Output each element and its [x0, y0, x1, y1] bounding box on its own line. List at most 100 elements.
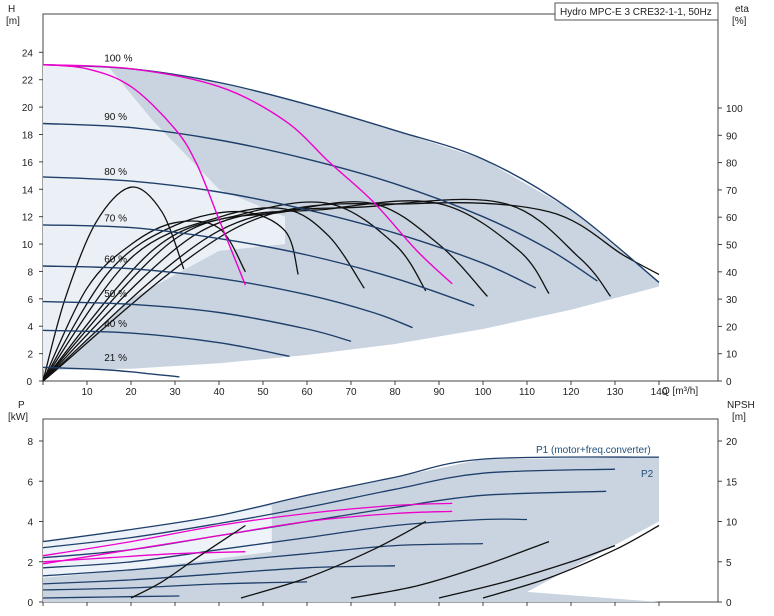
y-tick-label: 4: [27, 322, 33, 333]
p-tick-label: 8: [27, 437, 33, 448]
y-tick-label: 18: [22, 130, 34, 141]
system-power-curve: [42, 502, 453, 557]
p-tick-label: 0: [27, 598, 33, 609]
speed-label: 90 %: [104, 112, 127, 123]
npsh-tick-label: 0: [726, 598, 732, 609]
power-area-light: [43, 505, 272, 578]
y-axis-label-right: eta: [735, 4, 749, 15]
eta-tick-label: 20: [726, 322, 738, 333]
eta-tick-label: 60: [726, 213, 738, 224]
speed-label: 50 %: [104, 289, 127, 300]
p-tick-label: 2: [27, 558, 33, 569]
p-tick-label: 4: [27, 518, 33, 529]
y-tick-label: 14: [22, 185, 34, 196]
efficiency-curve: [42, 198, 612, 382]
npsh-curve: [130, 524, 246, 599]
npsh-tick-label: 10: [726, 518, 738, 529]
qh-curve: [42, 176, 537, 289]
npsh-axis-label: NPSH: [727, 400, 755, 411]
eta-tick-label: 50: [726, 241, 738, 252]
power-curve: [42, 581, 308, 591]
x-tick-label: 140: [651, 387, 668, 398]
power-curve: [42, 468, 616, 549]
p-tick-label: 6: [27, 477, 33, 488]
x-tick-label: 40: [213, 387, 225, 398]
p-axis-label: P: [18, 400, 25, 411]
speed-label: 100 %: [104, 53, 132, 64]
speed-label: 21 %: [104, 353, 127, 364]
eta-tick-label: 80: [726, 159, 738, 170]
x-tick-label: 130: [607, 387, 624, 398]
chart-title-box: Hydro MPC-E 3 CRE32-1-1, 50Hz: [554, 2, 719, 21]
qh-curve: [42, 329, 290, 357]
qh-curve: [42, 224, 475, 307]
npsh-curve: [482, 524, 660, 599]
x-axis-label: Q [m³/h]: [662, 386, 698, 397]
chart-title: Hydro MPC-E 3 CRE32-1-1, 50Hz: [560, 7, 712, 18]
system-power-curve: [42, 510, 453, 565]
eta-tick-label: 10: [726, 350, 738, 361]
x-tick-label: 60: [301, 387, 313, 398]
power-npsh-panel: 0 2 4 6 8 P[kW] 0 5 10 15 20 NPSH[m] P1 (motor+freq.…: [8, 400, 755, 609]
npsh-tick-label: 5: [726, 558, 732, 569]
qh-curve: [42, 265, 413, 329]
x-tick-label: 110: [519, 387, 535, 398]
x-tick-label: 70: [345, 387, 357, 398]
npsh-tick-label: 15: [726, 477, 738, 488]
speed-label: 80 %: [104, 167, 127, 178]
x-tick-label-origin: 0: [26, 377, 32, 388]
x-tick-label: 80: [389, 387, 401, 398]
system-curve: [42, 64, 453, 285]
npsh-axis-unit: [m]: [732, 412, 746, 423]
speed-label: 70 %: [104, 214, 127, 225]
y-tick-label: 12: [22, 213, 34, 224]
y-tick-label: 20: [22, 103, 34, 114]
qh-curve: [42, 122, 598, 282]
x-tick-label: 30: [169, 387, 181, 398]
npsh-tick-label: 20: [726, 437, 738, 448]
npsh-curve: [240, 520, 427, 599]
x-tick-label: 50: [257, 387, 269, 398]
x-tick-label: 90: [433, 387, 445, 398]
qh-curve: [42, 366, 180, 378]
efficiency-curve: [42, 202, 660, 382]
system-power-curve: [42, 551, 246, 563]
y-tick-label: 2: [27, 350, 33, 361]
power-curve: [42, 456, 660, 543]
qh-curve: [42, 300, 352, 342]
power-area: [43, 457, 659, 602]
eta-tick-label: 100: [726, 104, 743, 115]
efficiency-curve: [42, 201, 427, 382]
x-tick-label: 10: [81, 387, 93, 398]
speed-label: 60 %: [104, 255, 127, 266]
power-curve: [42, 542, 484, 577]
efficiency-curve: [42, 207, 365, 382]
y-tick-label: 8: [27, 267, 33, 278]
y-tick-label: 10: [22, 240, 34, 251]
power-curve: [42, 595, 180, 599]
power-series-label: P1 (motor+freq.converter): [536, 445, 651, 456]
efficiency-curve: [42, 220, 246, 382]
eta-tick-label: 90: [726, 131, 738, 142]
y-tick-label: 22: [22, 76, 34, 87]
speed-label: 40 %: [104, 319, 127, 330]
operating-area: [43, 64, 659, 370]
system-curve: [42, 64, 247, 286]
x-tick-label: 100: [475, 387, 492, 398]
eta-tick-label: 70: [726, 186, 738, 197]
y-tick-label: 24: [22, 48, 34, 59]
y-axis-unit-right: [%]: [732, 16, 747, 27]
eta-tick-label: 30: [726, 295, 738, 306]
y-axis-label-left: H: [8, 4, 15, 15]
eta-tick-label: 0: [726, 377, 732, 388]
x-tick-label: 120: [563, 387, 580, 398]
p-axis-unit: [kW]: [8, 412, 28, 423]
eta-tick-label: 40: [726, 268, 738, 279]
y-tick-label: 16: [22, 158, 34, 169]
npsh-curve: [350, 540, 550, 599]
efficiency-curve: [42, 186, 185, 382]
npsh-curve: [438, 544, 616, 599]
